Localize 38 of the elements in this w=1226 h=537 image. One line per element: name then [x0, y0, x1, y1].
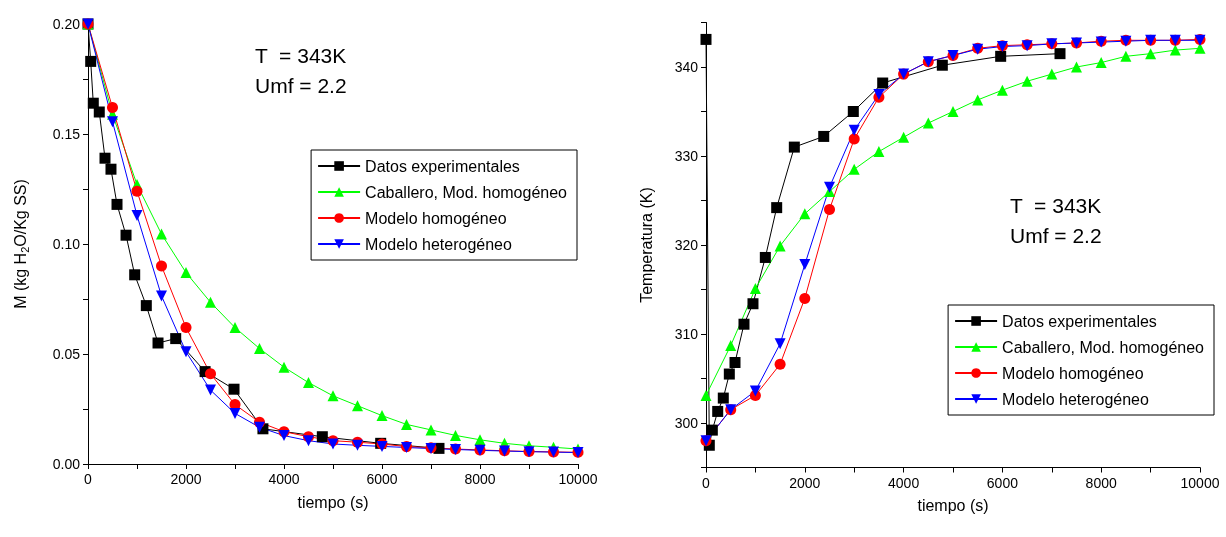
- legend-label: Datos experimentales: [365, 157, 520, 175]
- x-tick-label: 8000: [1085, 474, 1117, 491]
- annotation: Umf = 2.2: [255, 74, 347, 97]
- x-tick-label: 2000: [170, 471, 202, 487]
- x-axis-title: tiempo (s): [297, 493, 369, 511]
- annotation: T = 343K: [1010, 194, 1102, 217]
- legend-label: Modelo homogéneo: [1002, 364, 1144, 382]
- x-axis-title: tiempo (s): [917, 497, 989, 514]
- legend-label: Caballero, Mod. homogéneo: [365, 183, 568, 201]
- y-tick-label: 0.15: [52, 126, 81, 142]
- y-tick-label: 340: [674, 59, 699, 75]
- y-tick-label: 300: [674, 415, 699, 431]
- x-tick-label: 6000: [986, 474, 1019, 491]
- y-tick-label: 0.20: [52, 16, 81, 32]
- y-axis-title: M (kg H2O/Kg SS): [12, 179, 31, 309]
- y-tick-label: 0.10: [52, 236, 81, 252]
- x-tick-label: 4000: [268, 471, 300, 487]
- legend-label: Caballero, Mod. homogéneo: [1002, 338, 1205, 356]
- legend-label: Datos experimentales: [1002, 312, 1157, 330]
- annotation: T = 343K: [255, 44, 347, 67]
- x-tick-label: 0: [702, 474, 711, 491]
- legend-label: Modelo homogéneo: [365, 209, 507, 227]
- legend-label: Modelo heterogéneo: [365, 235, 512, 253]
- x-tick-label: 2000: [789, 474, 821, 491]
- y-axis-title: Temperatura (K): [637, 187, 655, 303]
- x-tick-label: 0: [84, 471, 93, 487]
- y-tick-label: 330: [674, 148, 699, 164]
- x-tick-label: 6000: [366, 471, 398, 487]
- x-tick-label: 4000: [888, 474, 920, 491]
- y-tick-label: 0.05: [52, 346, 81, 362]
- y-tick-label: 320: [674, 237, 699, 253]
- x-tick-label: 10000: [1180, 474, 1220, 491]
- y-tick-label: 0.00: [52, 456, 81, 472]
- legend-label: Modelo heterogéneo: [1002, 390, 1149, 408]
- x-tick-label: 8000: [464, 471, 496, 487]
- y-tick-label: 310: [674, 326, 699, 342]
- x-tick-label: 10000: [558, 471, 598, 487]
- annotation: Umf = 2.2: [1010, 224, 1102, 247]
